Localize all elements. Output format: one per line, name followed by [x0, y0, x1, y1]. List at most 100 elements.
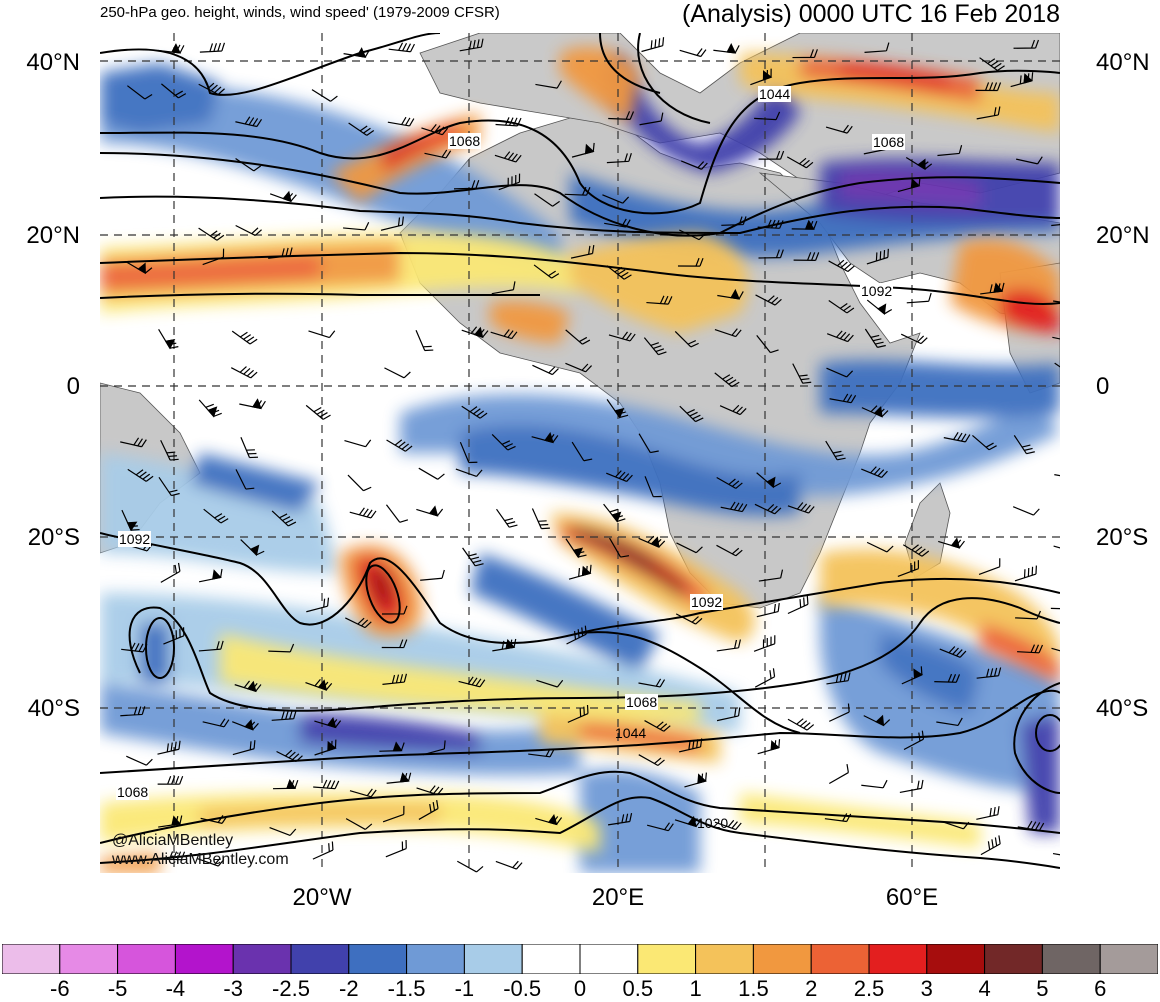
wind-barb: [235, 469, 255, 490]
contour-label: 1044: [615, 725, 647, 741]
wind-barb: [644, 476, 662, 498]
wind-barb: [416, 505, 444, 517]
colorbar-swatch: [695, 944, 754, 974]
lat-label-40n-right: 40°N: [1096, 49, 1150, 76]
wind-barb: [203, 508, 229, 524]
lat-label-40s-right: 40°S: [1096, 695, 1149, 722]
wind-barb: [158, 477, 180, 497]
wind-anomaly-positive: [100, 47, 1060, 873]
wind-barb: [199, 42, 226, 53]
wind-barb: [231, 330, 258, 345]
wind-barb: [644, 720, 671, 732]
wind-barb: [638, 678, 666, 688]
contour-n4: [100, 195, 1060, 235]
wind-barb: [754, 668, 776, 688]
wind-barb: [861, 466, 888, 478]
wind-barb: [641, 37, 665, 53]
wind-barb: [158, 329, 179, 350]
wind-barb: [786, 156, 814, 169]
wind-barb: [1014, 565, 1037, 582]
colorbar-tick-label: -4: [165, 976, 186, 1001]
contour-label: 1092: [860, 283, 894, 299]
wind-barb: [714, 328, 742, 338]
wind-barb: [305, 679, 333, 691]
lat-label-40n-left: 40°N: [26, 49, 80, 76]
wind-barb: [972, 434, 997, 451]
wind-barb: [202, 718, 230, 728]
colorbar-tick-label: 0: [573, 976, 587, 1001]
wind-barb: [418, 800, 439, 820]
wind-barb: [533, 264, 560, 279]
wind-barb: [714, 819, 742, 831]
wind-barb: [1016, 156, 1043, 165]
wind-barb: [678, 738, 703, 753]
wind-barb: [792, 49, 818, 59]
wind-barb: [903, 730, 925, 751]
colorbar-swatch: [59, 944, 119, 974]
contour-n8: [637, 33, 711, 124]
map-title: (Analysis) 0000 UTC 16 Feb 2018: [682, 0, 1060, 28]
map-panel: [100, 33, 1060, 873]
wind-barb: [312, 841, 334, 860]
wind-barb: [240, 437, 259, 459]
wind-barb: [713, 43, 740, 54]
wind-barb: [758, 569, 784, 582]
wind-barb: [382, 605, 408, 615]
wind-barb: [384, 367, 411, 379]
wind-barb: [638, 535, 666, 549]
wind-barb: [680, 160, 708, 170]
wind-barb: [343, 47, 371, 58]
wind-barb: [424, 149, 452, 159]
wind-barb: [826, 367, 854, 378]
wind-barb: [906, 292, 932, 304]
wind-barb: [126, 261, 153, 275]
wind-barb: [565, 538, 587, 559]
contour-label: 1068: [116, 784, 150, 800]
wind-barb: [828, 703, 850, 722]
wind-barb: [239, 398, 266, 410]
wind-barb: [758, 249, 784, 259]
wind-barb: [571, 441, 593, 462]
contour-label: 1092: [118, 531, 152, 547]
contour-low-center-southeast: [1035, 714, 1060, 752]
wind-barb: [127, 85, 153, 100]
wind-barb: [714, 372, 740, 388]
wind-barb: [606, 470, 633, 482]
wind-barb: [679, 229, 706, 241]
contour-label: 1020: [697, 815, 729, 831]
wind-barb: [791, 219, 818, 230]
wind-barb: [235, 116, 263, 128]
wind-barb: [308, 330, 336, 339]
wind-barb: [305, 404, 331, 420]
wind-barb: [787, 502, 815, 514]
wind-barb: [608, 331, 636, 342]
wind-barb: [866, 299, 893, 315]
wind-barb: [268, 247, 293, 259]
wind-barb: [314, 716, 342, 729]
wind-barb: [754, 111, 781, 121]
lat-label-20s-left: 20°S: [27, 524, 80, 551]
wind-barb: [386, 772, 412, 784]
wind-barb: [198, 640, 224, 652]
wind-barb: [202, 248, 225, 266]
contour-s5: [100, 796, 1060, 869]
wind-barb: [379, 741, 405, 752]
lat-label-20s-right: 20°S: [1096, 524, 1149, 551]
wind-barb: [565, 329, 591, 345]
wind-barb: [382, 673, 408, 685]
wind-barb: [716, 707, 741, 722]
wind-barb: [679, 405, 704, 423]
wind-barb: [826, 330, 854, 343]
colorbar-swatch: [406, 944, 465, 974]
wind-barb: [567, 704, 589, 723]
wind-barb: [939, 646, 967, 658]
credit-website[interactable]: www.AliciaMBentley.com: [112, 851, 289, 868]
wind-barb: [197, 857, 225, 867]
wind-barb: [163, 627, 185, 645]
contour-low-center-far-west: [145, 617, 175, 679]
wind-barb: [980, 835, 1001, 856]
wind-barb: [646, 822, 674, 832]
contour-low-center-south-atlantic: [365, 564, 401, 624]
colorbar-swatch: [1099, 944, 1158, 974]
wind-barb: [571, 142, 595, 158]
